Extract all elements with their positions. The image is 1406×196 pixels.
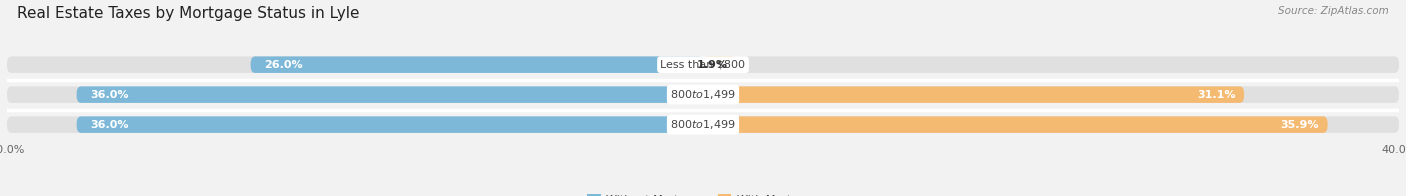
- FancyBboxPatch shape: [7, 86, 1399, 103]
- FancyBboxPatch shape: [76, 86, 703, 103]
- Text: $800 to $1,499: $800 to $1,499: [671, 88, 735, 101]
- Text: 35.9%: 35.9%: [1281, 120, 1319, 130]
- Text: Source: ZipAtlas.com: Source: ZipAtlas.com: [1278, 6, 1389, 16]
- Text: $800 to $1,499: $800 to $1,499: [671, 118, 735, 131]
- FancyBboxPatch shape: [703, 86, 1244, 103]
- Text: 26.0%: 26.0%: [264, 60, 304, 70]
- FancyBboxPatch shape: [703, 116, 1327, 133]
- FancyBboxPatch shape: [703, 56, 737, 73]
- Text: Less than $800: Less than $800: [661, 60, 745, 70]
- Text: Real Estate Taxes by Mortgage Status in Lyle: Real Estate Taxes by Mortgage Status in …: [17, 6, 360, 21]
- FancyBboxPatch shape: [7, 116, 1399, 133]
- Text: 36.0%: 36.0%: [90, 90, 129, 100]
- Text: 1.9%: 1.9%: [696, 60, 727, 70]
- FancyBboxPatch shape: [7, 56, 1399, 73]
- FancyBboxPatch shape: [250, 56, 703, 73]
- FancyBboxPatch shape: [76, 116, 703, 133]
- Legend: Without Mortgage, With Mortgage: Without Mortgage, With Mortgage: [582, 190, 824, 196]
- Text: 36.0%: 36.0%: [90, 120, 129, 130]
- Text: 31.1%: 31.1%: [1197, 90, 1236, 100]
